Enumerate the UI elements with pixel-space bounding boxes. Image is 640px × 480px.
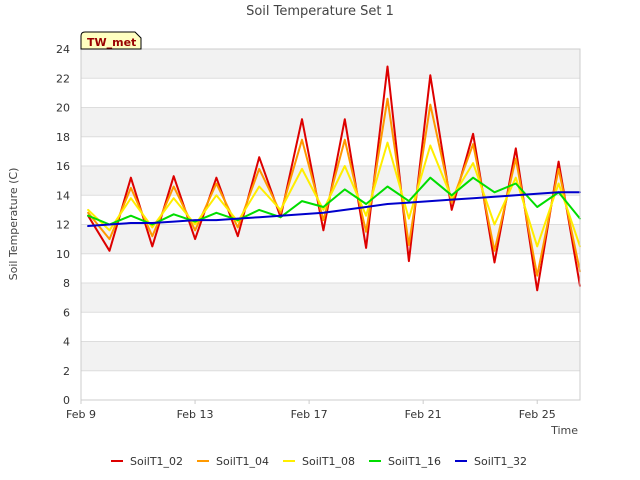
plot-frame	[80, 48, 581, 401]
x-tick-labels: Feb 9 Feb 13 Feb 17 Feb 21 Feb 25	[66, 400, 556, 421]
y-tick-label: 20	[56, 102, 70, 115]
legend-label-soilt1-32: SoilT1_32	[474, 455, 527, 468]
legend-label-soilt1-08: SoilT1_08	[302, 455, 355, 468]
x-tick-label: Feb 17	[291, 408, 328, 421]
series-line-soilt1-02	[87, 65, 581, 292]
y-tick-label: 14	[56, 189, 70, 202]
legend-label-soilt1-02: SoilT1_02	[130, 455, 183, 468]
y-axis-label: Soil Temperature (C)	[7, 168, 20, 281]
legend-label-soilt1-16: SoilT1_16	[388, 455, 441, 468]
y-tick-label: 0	[63, 394, 70, 407]
legend: SoilT1_02 SoilT1_04 SoilT1_08 SoilT1_16 Soil…	[111, 455, 527, 468]
y-tick-label: 6	[63, 306, 70, 319]
station-badge-text: TW_met	[87, 36, 136, 49]
legend-label-soilt1-04: SoilT1_04	[216, 455, 269, 468]
y-tick-label: 24	[56, 43, 70, 56]
station-badge-shape	[80, 31, 142, 50]
series-line-soilt1-16	[87, 176, 581, 226]
x-tick-label: Feb 25	[519, 408, 556, 421]
chart-title: Soil Temperature Set 1	[246, 4, 394, 19]
x-tick-label: Feb 21	[405, 408, 442, 421]
series-line-soilt1-04	[87, 97, 581, 277]
y-tick-label: 18	[56, 131, 70, 144]
y-tick-label: 16	[56, 160, 70, 173]
y-tick-label: 4	[63, 336, 70, 349]
plot-band	[81, 283, 580, 313]
y-tick-label: 10	[56, 248, 70, 261]
y-tick-label: 8	[63, 277, 70, 290]
y-tick-label: 2	[63, 365, 70, 378]
x-tick-label: Feb 13	[177, 408, 214, 421]
plot-band	[81, 341, 580, 371]
y-tick-label: 22	[56, 72, 70, 85]
station-badge: TW_met	[80, 31, 142, 50]
plot-band	[81, 49, 580, 79]
x-tick-label: Feb 9	[66, 408, 96, 421]
series-layer	[87, 65, 581, 292]
series-line-soilt1-32	[87, 191, 581, 227]
x-axis-label: Time	[550, 424, 578, 437]
y-tick-label: 12	[56, 219, 70, 232]
series-line-soilt1-08	[87, 141, 581, 248]
plot-band	[81, 107, 580, 137]
